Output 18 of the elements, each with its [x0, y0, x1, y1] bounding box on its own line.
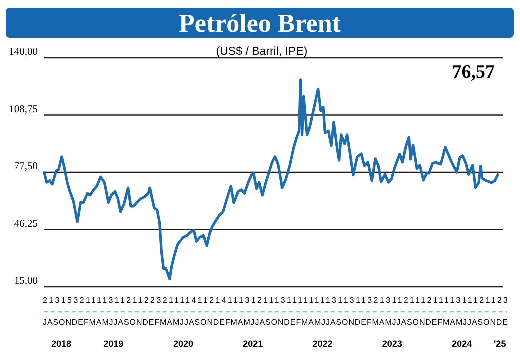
y-tick-label: 15,00	[14, 276, 38, 287]
y-tick-label: 108,75	[9, 104, 38, 116]
chart-title: Petróleo Brent	[179, 9, 342, 38]
x-tick-label: 2024	[452, 339, 472, 349]
x-tick-label: 2019	[104, 339, 124, 349]
x-tick-label: 2023	[382, 339, 402, 349]
y-tick-label: 46,25	[14, 218, 38, 230]
text: 2131532111131121122321111411214111312111311111111311311321311211121111311121123	[43, 296, 509, 305]
text: JASONDEFMAMJJASONDEFMAMJJASONDEFMAMJJASONDEFMAMJJASONDEFMAMJJASONDEFMAMJJASONDE	[43, 318, 508, 327]
x-tick-label: 2022	[312, 339, 333, 349]
annotation: 76,57	[452, 62, 496, 83]
x-tick-label: '25	[494, 339, 506, 349]
x-tick-label: 2021	[243, 339, 264, 349]
x-tick-label: 2018	[52, 339, 72, 349]
y-tick-label: 77,50	[14, 162, 38, 172]
chart-subtitle: (US$ / Barril, IPE)	[216, 46, 308, 58]
x-tick-label: 2020	[173, 339, 194, 349]
y-tick-label: 140,00	[9, 47, 38, 58]
